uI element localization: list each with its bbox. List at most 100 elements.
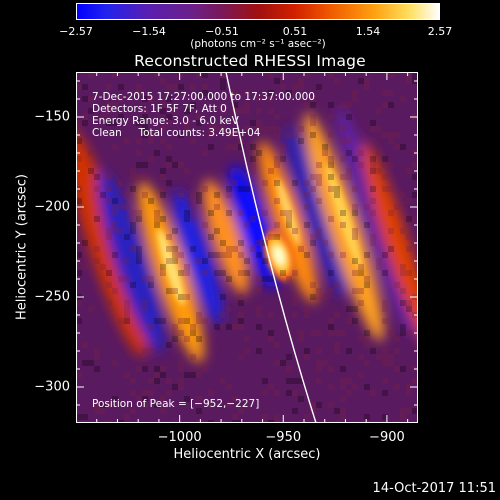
heatmap-pixel <box>274 132 280 138</box>
heatmap-pixel <box>232 132 238 138</box>
x-tick-label: −950 <box>265 430 302 445</box>
heatmap-pixel <box>370 162 376 168</box>
heatmap-pixel <box>238 318 244 324</box>
heatmap-pixel <box>274 126 280 132</box>
heatmap-pixel <box>136 396 142 402</box>
heatmap-pixel <box>112 210 118 216</box>
heatmap-pixel <box>250 246 256 252</box>
heatmap-pixel <box>76 318 82 324</box>
heatmap-pixel <box>106 120 112 126</box>
heatmap-pixel <box>178 84 184 90</box>
heatmap-pixel <box>244 108 250 114</box>
heatmap-pixel <box>370 168 376 174</box>
heatmap-pixel <box>190 198 196 204</box>
heatmap-pixel <box>292 378 298 384</box>
heatmap-pixel <box>412 72 418 78</box>
heatmap-pixel <box>178 378 184 384</box>
heatmap-pixel <box>346 306 352 312</box>
heatmap-pixel <box>148 282 154 288</box>
heatmap-pixel <box>136 174 142 180</box>
heatmap-pixel <box>142 390 148 396</box>
heatmap-pixel <box>214 204 220 210</box>
clean-counts-label: Clean Total counts: 3.49E+04 <box>92 127 261 139</box>
heatmap-pixel <box>256 252 262 258</box>
heatmap-pixel <box>154 318 160 324</box>
heatmap-pixel <box>382 252 388 258</box>
heatmap-pixel <box>160 270 166 276</box>
heatmap-pixel <box>142 276 148 282</box>
heatmap-pixel <box>370 240 376 246</box>
heatmap-pixel <box>364 414 370 420</box>
heatmap-pixel <box>316 360 322 366</box>
heatmap-pixel <box>196 318 202 324</box>
heatmap-pixel <box>304 102 310 108</box>
heatmap-pixel <box>364 84 370 90</box>
heatmap-pixel <box>196 258 202 264</box>
heatmap-pixel <box>280 144 286 150</box>
heatmap-pixel <box>178 132 184 138</box>
heatmap-pixel <box>334 186 340 192</box>
heatmap-pixel <box>328 384 334 390</box>
heatmap-pixel <box>382 156 388 162</box>
heatmap-pixel <box>406 390 412 396</box>
heatmap-pixel <box>94 354 100 360</box>
heatmap-pixel <box>142 126 148 132</box>
heatmap-pixel <box>304 348 310 354</box>
heatmap-pixel <box>166 96 172 102</box>
heatmap-pixel <box>178 72 184 78</box>
heatmap-pixel <box>274 222 280 228</box>
heatmap-pixel <box>106 270 112 276</box>
heatmap-pixel <box>274 156 280 162</box>
heatmap-pixel <box>106 108 112 114</box>
heatmap-pixel <box>118 96 124 102</box>
heatmap-pixel <box>202 366 208 372</box>
detectors-label: Detectors: 1F 5F 7F, Att 0 <box>92 103 227 115</box>
heatmap-pixel <box>406 216 412 222</box>
heatmap-pixel <box>322 240 328 246</box>
heatmap-pixel <box>346 114 352 120</box>
heatmap-pixel <box>406 168 412 174</box>
heatmap-pixel <box>238 294 244 300</box>
heatmap-pixel <box>358 270 364 276</box>
heatmap-pixel <box>382 354 388 360</box>
heatmap-pixel <box>406 72 412 78</box>
heatmap-pixel <box>94 366 100 372</box>
heatmap-pixel <box>292 408 298 414</box>
heatmap-pixel <box>244 186 250 192</box>
heatmap-pixel <box>118 420 124 423</box>
heatmap-pixel <box>370 186 376 192</box>
heatmap-pixel <box>154 402 160 408</box>
heatmap-pixel <box>340 396 346 402</box>
heatmap-pixel <box>406 234 412 240</box>
heatmap-pixel <box>316 198 322 204</box>
heatmap-pixel <box>256 306 262 312</box>
heatmap-pixel <box>370 390 376 396</box>
heatmap-pixel <box>352 258 358 264</box>
heatmap-pixel <box>142 396 148 402</box>
heatmap-pixel <box>160 102 166 108</box>
heatmap-pixel <box>268 126 274 132</box>
heatmap-pixel <box>304 354 310 360</box>
heatmap-pixel <box>142 96 148 102</box>
heatmap-pixel <box>328 186 334 192</box>
heatmap-pixel <box>298 396 304 402</box>
heatmap-pixel <box>238 312 244 318</box>
heatmap-pixel <box>328 216 334 222</box>
heatmap-pixel <box>322 360 328 366</box>
heatmap-pixel <box>376 126 382 132</box>
heatmap-pixel <box>106 102 112 108</box>
x-axis-label: Heliocentric X (arcsec) <box>173 447 321 462</box>
heatmap-pixel <box>316 288 322 294</box>
heatmap-pixel <box>292 132 298 138</box>
heatmap-pixel <box>124 414 130 420</box>
heatmap-pixel <box>178 162 184 168</box>
heatmap-pixel <box>298 378 304 384</box>
heatmap-pixel <box>346 150 352 156</box>
heatmap-pixel <box>358 78 364 84</box>
heatmap-pixel <box>208 126 214 132</box>
y-axis-label: Heliocentric Y (arcsec) <box>14 174 30 320</box>
heatmap-pixel <box>250 216 256 222</box>
heatmap-pixel <box>154 72 160 78</box>
heatmap-pixel <box>184 372 190 378</box>
heatmap-pixel <box>388 162 394 168</box>
